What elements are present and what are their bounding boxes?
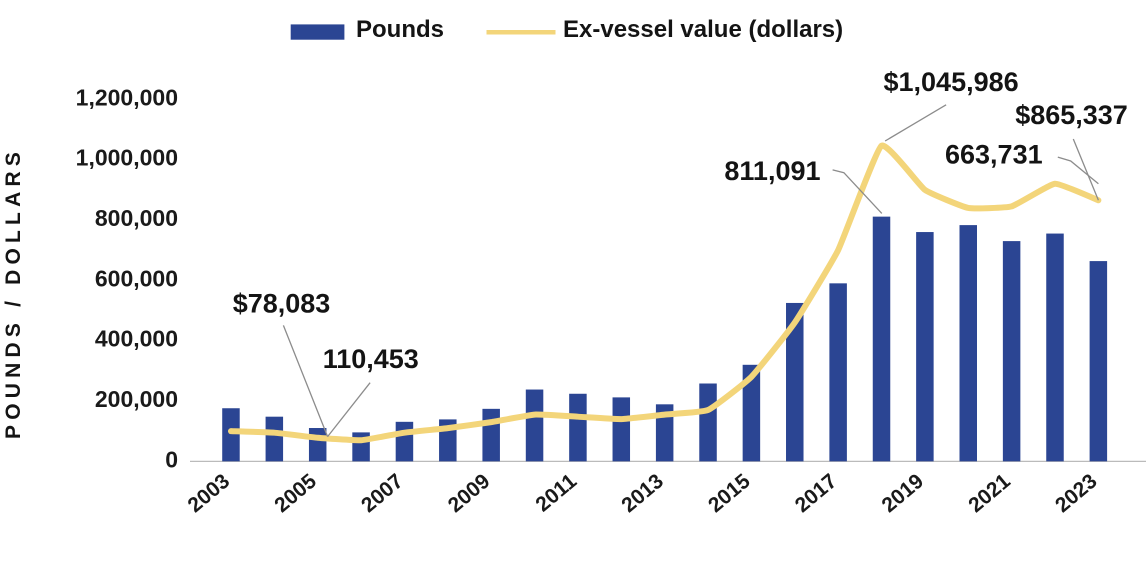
svg-text:1,000,000: 1,000,000: [76, 145, 178, 171]
svg-text:Ex-vessel value (dollars): Ex-vessel value (dollars): [563, 16, 843, 43]
svg-text:400,000: 400,000: [95, 326, 178, 352]
svg-text:0: 0: [165, 446, 178, 472]
svg-text:$865,337: $865,337: [1015, 100, 1128, 130]
svg-text:$78,083: $78,083: [233, 288, 331, 318]
svg-text:$1,045,986: $1,045,986: [884, 67, 1019, 97]
svg-text:Pounds: Pounds: [356, 16, 444, 43]
svg-text:POUNDS / DOLLARS: POUNDS / DOLLARS: [2, 147, 25, 439]
svg-text:811,091: 811,091: [724, 156, 820, 186]
svg-text:200,000: 200,000: [95, 386, 178, 412]
svg-text:110,453: 110,453: [323, 344, 419, 374]
svg-text:663,731: 663,731: [945, 139, 1043, 169]
svg-text:600,000: 600,000: [95, 265, 178, 291]
svg-text:1,200,000: 1,200,000: [76, 84, 178, 110]
svg-text:800,000: 800,000: [95, 205, 178, 231]
